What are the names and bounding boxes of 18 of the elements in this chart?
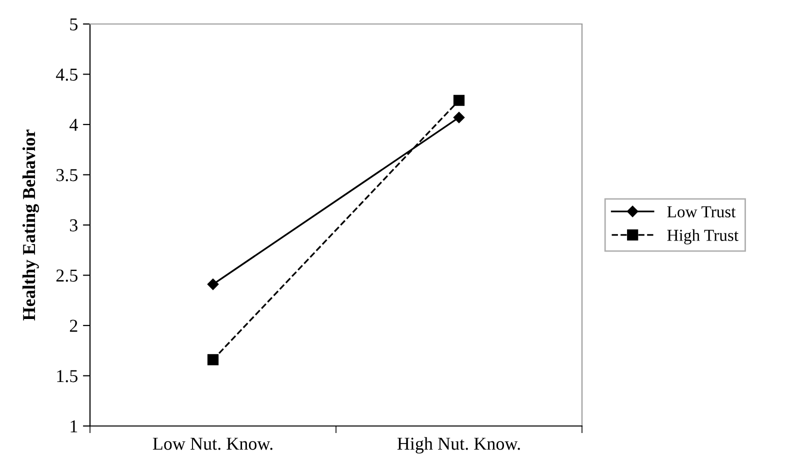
y-tick-label: 2.5	[56, 270, 78, 282]
point	[207, 278, 219, 290]
y-tick-label: 2	[70, 320, 78, 332]
y-tick-label: 4.5	[56, 68, 78, 81]
x-tick-label: Low Nut. Know.	[152, 438, 272, 450]
legend-label: Low Trust	[667, 206, 736, 218]
point	[453, 112, 465, 124]
y-tick-label: 5	[70, 18, 78, 30]
y-tick-label: 3.5	[56, 169, 78, 182]
y-axis-title: Healthy Eating Behavior	[22, 130, 39, 320]
y-tick-label: 3	[70, 219, 78, 232]
x-tick-label: High Nut. Know.	[397, 437, 520, 454]
y-tick-label: 4	[70, 118, 78, 131]
legend-label: High Trust	[667, 229, 738, 244]
y-tick-label: 1.5	[57, 370, 78, 382]
point	[207, 354, 219, 366]
y-tick-label: 1	[70, 420, 78, 432]
point	[453, 94, 465, 106]
